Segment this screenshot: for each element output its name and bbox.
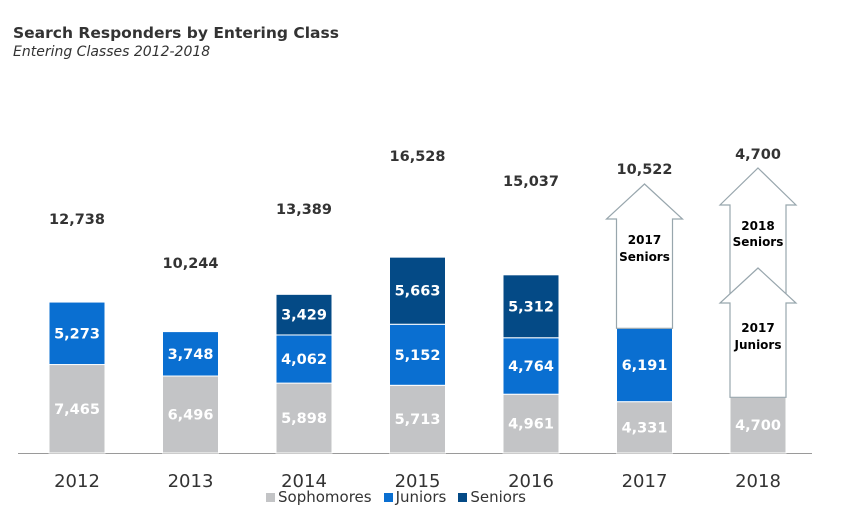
x-tick-label-2014: 2014 [281,471,327,492]
bar-sophomores-2016 [502,393,560,454]
chart-legend: Sophomores Juniors Seniors [266,488,538,506]
chart-title: Search Responders by Entering Class [13,24,339,42]
x-tick-label-2012: 2012 [54,471,100,492]
projection-label-year-2018-2018-seniors: 2018 [741,219,774,233]
legend-item-seniors: Seniors [458,488,526,506]
bar-sophomores-2017 [616,401,673,454]
bar-sophomores-2013 [162,375,219,454]
data-label-sophomores-2014: 5,898 [281,411,327,427]
total-label-2016: 15,037 [503,174,559,190]
total-label-2015: 16,528 [390,149,446,165]
data-label-juniors-2015: 5,152 [395,348,441,364]
bar-juniors-2012 [48,301,106,366]
total-label-2012: 12,738 [49,212,105,228]
data-label-juniors-2012: 5,273 [54,326,100,342]
projection-label-class-2018-2017-juniors: Juniors [734,338,782,352]
bar-juniors-2017 [616,327,673,403]
data-label-juniors-2017: 6,191 [622,358,668,374]
projection-arrow-2017-seniors [604,183,685,329]
bar-seniors-2015 [389,256,446,325]
legend-label-juniors: Juniors [395,488,447,506]
data-label-juniors-2016: 4,764 [508,359,554,375]
projection-label-class-2017-2017-seniors: Seniors [619,250,670,264]
total-label-2018: 4,700 [735,147,781,163]
data-label-sophomores-2015: 5,713 [395,412,441,428]
data-label-sophomores-2016: 4,961 [508,417,554,433]
bar-juniors-2013 [162,331,219,377]
legend-label-seniors: Seniors [470,488,526,506]
data-label-seniors-2016: 5,312 [508,299,554,315]
legend-label-sophomores: Sophomores [278,488,372,506]
legend-swatch-seniors [458,492,468,502]
bar-juniors-2014 [275,334,333,384]
total-label-2017: 10,522 [617,162,673,178]
data-label-juniors-2013: 3,748 [168,347,214,363]
x-tick-label-2013: 2013 [168,471,214,492]
bar-sophomores-2014 [275,382,333,454]
bar-sophomores-2015 [389,384,446,454]
data-label-seniors-2014: 3,429 [281,308,327,324]
bar-seniors-2014 [275,293,333,336]
x-tick-label-2017: 2017 [622,471,668,492]
legend-swatch-juniors [383,492,393,502]
projection-arrow-2018-juniors [718,267,798,398]
bar-sophomores-2018 [729,396,787,454]
bar-juniors-2016 [502,337,560,395]
x-tick-label-2016: 2016 [508,471,554,492]
data-label-seniors-2015: 5,663 [395,284,441,300]
x-tick-label-2018: 2018 [735,471,781,492]
legend-swatch-sophomores [266,492,275,502]
projection-label-year-2017-2017-seniors: 2017 [628,233,661,247]
bar-juniors-2015 [389,323,446,386]
chart-subtitle: Entering Classes 2012-2018 [13,44,211,60]
projection-label-year-2018-2017-juniors: 2017 [741,321,774,335]
data-label-sophomores-2017: 4,331 [622,420,668,436]
data-label-sophomores-2013: 6,496 [168,408,214,424]
bar-sophomores-2012 [48,364,106,454]
data-label-sophomores-2012: 7,465 [54,402,100,418]
projection-label-class-2018-2018-seniors: Seniors [733,235,784,249]
x-tick-label-2015: 2015 [395,471,441,492]
legend-item-sophomores: Sophomores [266,488,372,506]
data-label-sophomores-2018: 4,700 [735,418,781,434]
bar-seniors-2016 [502,274,560,339]
total-label-2014: 13,389 [276,202,332,218]
legend-item-juniors: Juniors [383,488,447,506]
total-label-2013: 10,244 [163,256,219,272]
data-label-juniors-2014: 4,062 [281,352,327,368]
